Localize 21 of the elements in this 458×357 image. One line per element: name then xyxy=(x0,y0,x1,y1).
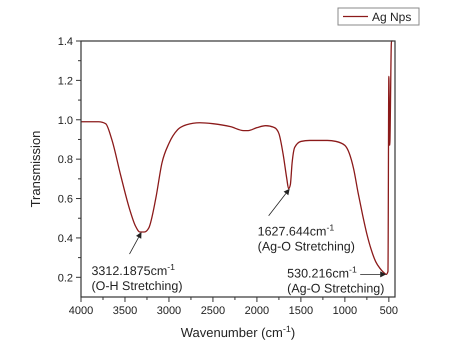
y-tick-label: 1.2 xyxy=(58,75,73,88)
y-tick-label: 0.2 xyxy=(58,272,73,284)
x-tick-label: 1500 xyxy=(288,305,314,317)
y-tick-label: 1.0 xyxy=(58,114,73,127)
annotation: 530.216cm$^{-1}$ (Ag-O Stretching) xyxy=(287,264,384,296)
y-tick-label: 0.4 xyxy=(58,232,73,245)
x-tick-label: 3000 xyxy=(156,305,182,317)
y-tick-label: 0.6 xyxy=(58,194,73,206)
x-tick-label: 2500 xyxy=(200,305,226,317)
y-tick-label: 0.8 xyxy=(58,154,73,166)
legend-label: Ag Nps xyxy=(372,10,412,24)
annotation: 1627.644cm$^{-1}$ (Ag-O Stretching) xyxy=(258,222,355,254)
y-tick-label: 1.4 xyxy=(58,36,73,48)
x-tick-label: 1000 xyxy=(332,305,358,317)
y-axis-title: Transmission xyxy=(28,130,43,208)
x-axis-title: Wavenumber (cm$^{-1}$) xyxy=(180,324,296,340)
annotation: 3312.1875cm$^{-1}$ (O-H Stretching) xyxy=(91,262,182,294)
x-tick-label: 4000 xyxy=(68,305,94,317)
x-tick-label: 500 xyxy=(380,305,398,317)
x-tick-label: 3500 xyxy=(112,305,138,317)
x-tick-label: 2000 xyxy=(244,305,270,317)
